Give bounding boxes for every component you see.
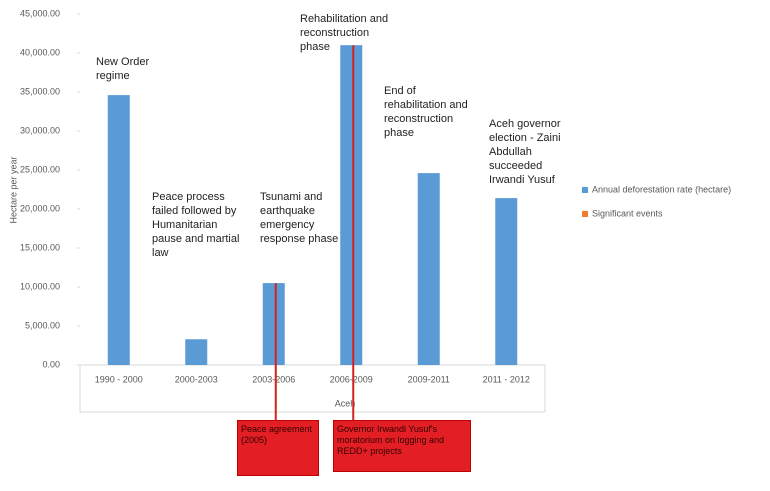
x-tick-label: 2000-2003 <box>175 374 218 384</box>
annotation: Aceh governor election - Zaini Abdullah … <box>489 118 561 186</box>
event-box: Governor Irwandi Yusuf's moratorium on l… <box>333 420 471 472</box>
y-tick-label: 20,000.00 <box>20 203 60 213</box>
annotation: Tsunami and earthquake emergency respons… <box>260 191 339 245</box>
y-tick-label: 35,000.00 <box>20 86 60 96</box>
bar <box>495 198 518 365</box>
x-tick-label: 2003-2006 <box>252 374 295 384</box>
annotation: End of rehabilitation and reconstruction… <box>384 85 468 139</box>
annotation: Peace process failed followed by Humanit… <box>152 191 240 259</box>
y-tick-label: 5,000.00 <box>25 320 60 330</box>
x-tick-label: 2011 - 2012 <box>483 374 530 384</box>
annotation: Rehabilitation and reconstruction phase <box>300 13 389 53</box>
bar <box>340 45 363 365</box>
x-tick-label: 2006-2009 <box>330 374 373 384</box>
y-tick-label: 0.00 <box>42 359 60 369</box>
x-tick-label: 1990 - 2000 <box>95 374 143 384</box>
bar <box>107 95 130 366</box>
bar <box>417 173 440 365</box>
legend-label: Annual deforestation rate (hectare) <box>592 184 731 194</box>
legend-label: Significant events <box>592 208 663 218</box>
y-tick-label: 40,000.00 <box>20 47 60 57</box>
y-tick-label: 30,000.00 <box>20 125 60 135</box>
bar <box>262 283 285 365</box>
y-tick-label: 45,000.00 <box>20 8 60 18</box>
legend-swatch <box>582 211 588 217</box>
x-axis-label: Aceh <box>335 398 356 408</box>
annotation: New Order regime <box>96 56 150 82</box>
y-tick-label: 10,000.00 <box>20 281 60 291</box>
y-tick-label: 25,000.00 <box>20 164 60 174</box>
y-axis-label: Hectare per year <box>8 156 18 223</box>
event-box: Peace agreement (2005) <box>237 420 319 476</box>
y-tick-label: 15,000.00 <box>20 242 60 252</box>
bar <box>185 339 208 365</box>
legend-swatch <box>582 187 588 193</box>
x-tick-label: 2009-2011 <box>408 374 450 384</box>
